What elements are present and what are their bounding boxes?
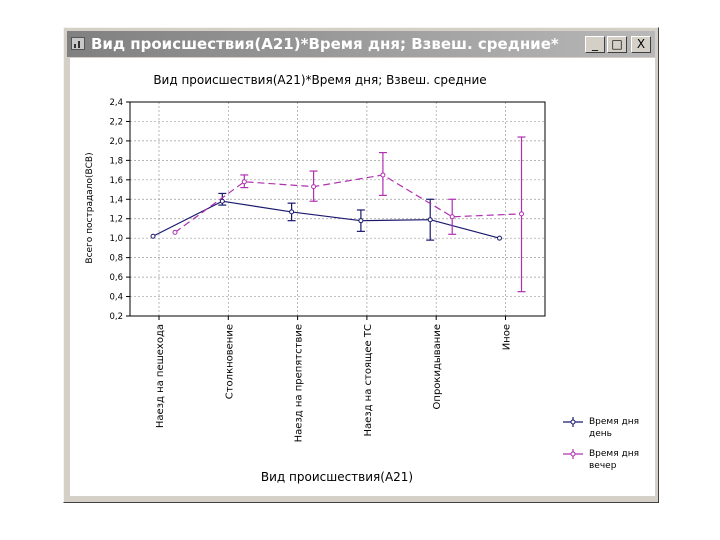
legend-label: Время дня	[589, 417, 639, 427]
x-tick-label: Наезд на пешехода	[155, 324, 166, 428]
x-tick-label: Опрокидывание	[432, 324, 443, 409]
legend-label: Время дня	[589, 449, 639, 459]
series-line	[152, 200, 500, 239]
chart-title: Вид происшествия(А21)*Время дня; Взвеш. …	[153, 73, 486, 87]
legend-swatch-point	[570, 419, 576, 425]
window-title: Вид происшествия(А21)*Время дня; Взвеш. …	[91, 35, 559, 53]
x-axis-label: Вид происшествия(А21)	[261, 470, 413, 484]
data-point	[241, 179, 247, 185]
data-point	[219, 198, 225, 204]
close-button[interactable]: X	[631, 36, 651, 53]
data-point	[380, 172, 386, 178]
y-tick-label: 1,0	[109, 234, 123, 244]
data-point	[289, 209, 295, 215]
data-point	[311, 184, 317, 190]
chart-app-icon[interactable]	[71, 37, 85, 50]
data-point	[519, 211, 524, 217]
chart-plot: Вид происшествия(А21)*Время дня; Взвеш. …	[70, 58, 655, 496]
y-tick-label: 1,6	[109, 176, 123, 186]
y-tick-label: 1,4	[109, 195, 123, 205]
y-tick-label: 1,2	[109, 215, 123, 225]
data-point	[172, 229, 178, 235]
maximize-button[interactable]: □	[607, 36, 627, 53]
x-tick-label: Наезд на препятствие	[294, 324, 305, 442]
y-tick-label: 0,4	[109, 293, 123, 303]
x-tick-label: Иное	[502, 324, 513, 350]
title-bar[interactable]: Вид происшествия(А21)*Время дня; Взвеш. …	[67, 31, 655, 57]
legend-label-sub: день	[589, 429, 612, 439]
series-line	[174, 174, 522, 233]
plot-frame	[129, 101, 546, 317]
y-tick-label: 0,8	[109, 254, 123, 264]
data-point	[427, 217, 433, 223]
legend-label-sub: вечер	[589, 461, 617, 471]
data-point	[449, 214, 455, 220]
data-point	[150, 233, 156, 239]
y-tick-label: 1,8	[109, 156, 123, 166]
y-tick-label: 2,4	[109, 98, 123, 108]
minimize-button[interactable]: _	[585, 36, 605, 53]
legend-swatch-point	[570, 451, 576, 457]
x-tick-label: Наезд на стоящее ТС	[363, 324, 374, 437]
y-tick-label: 2,2	[109, 117, 123, 127]
y-axis-label: Всего пострадало(ВСВ)	[85, 152, 95, 263]
x-tick-label: Столкновение	[224, 324, 235, 399]
data-point	[497, 235, 502, 241]
y-tick-label: 2,0	[109, 137, 123, 147]
y-tick-label: 0,2	[109, 312, 123, 322]
y-tick-label: 0,6	[109, 273, 123, 283]
data-point	[358, 218, 364, 224]
